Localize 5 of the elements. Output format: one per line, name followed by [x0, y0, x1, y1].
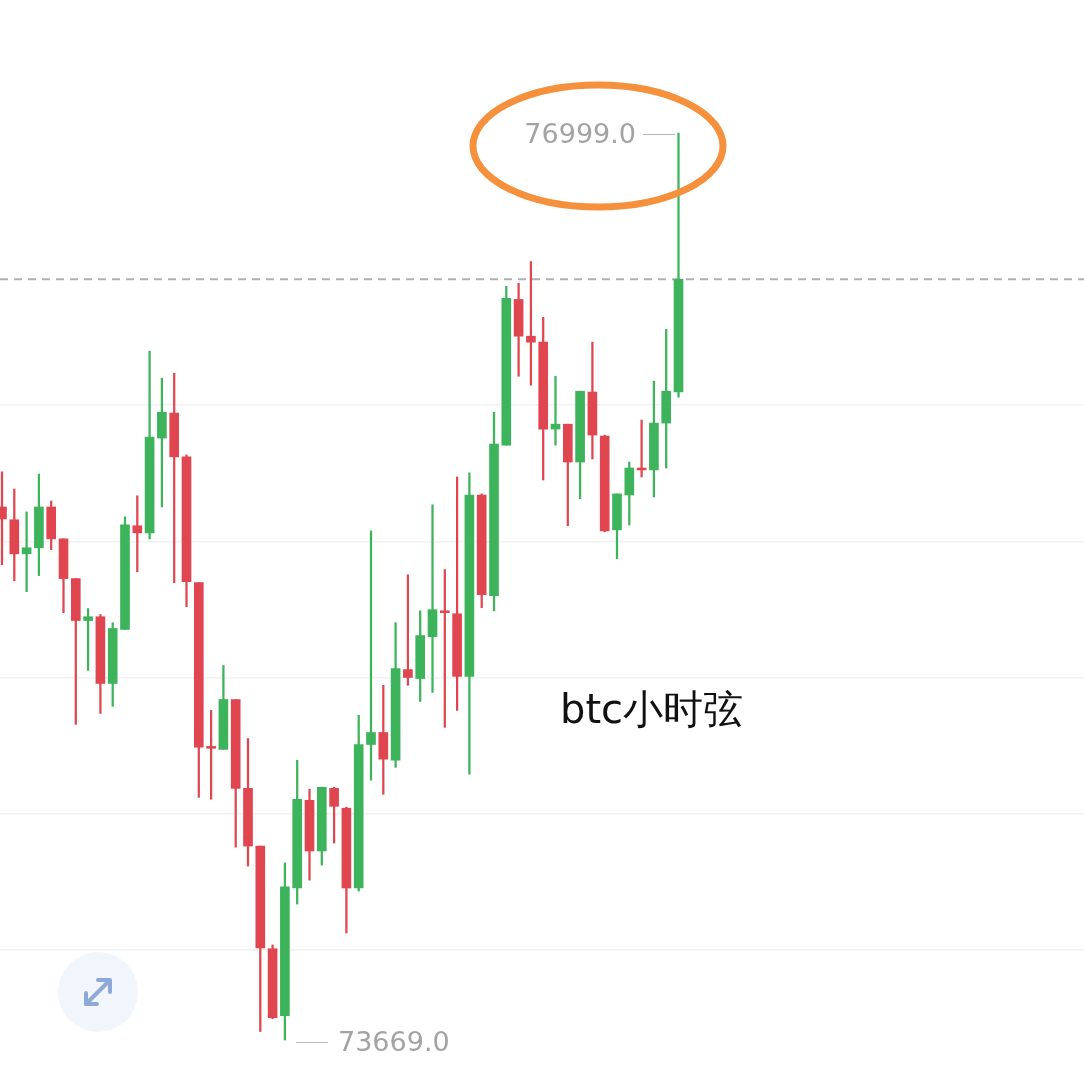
annotation: btc小时弦 [560, 686, 744, 732]
annotation: 76999.0 [524, 118, 636, 149]
annotation: 73669.0 [338, 1026, 450, 1057]
candlestick [21, 511, 32, 593]
candlestick [427, 504, 438, 693]
